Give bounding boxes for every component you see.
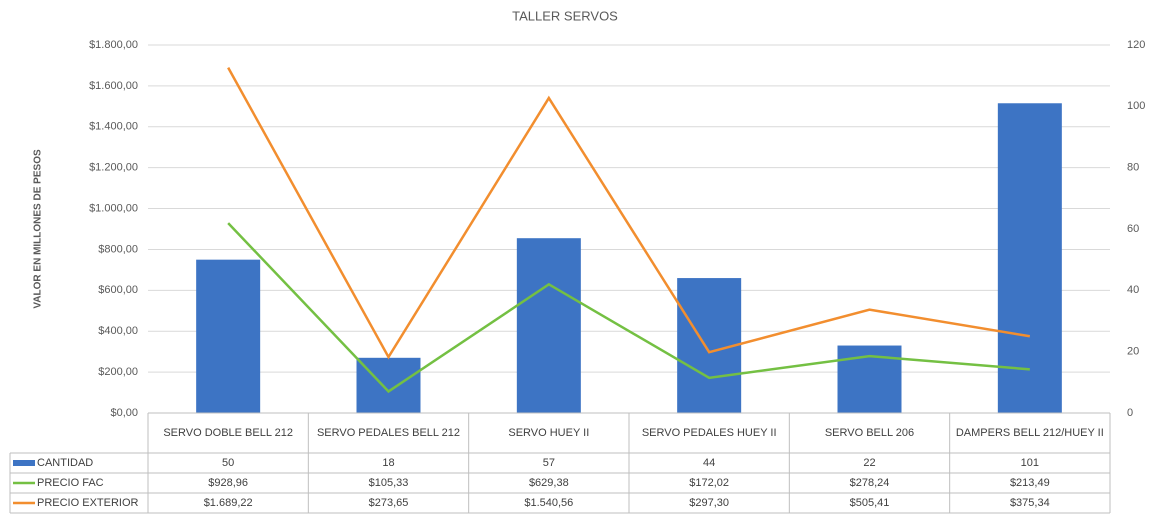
- y-tick-label: $600,00: [98, 284, 138, 296]
- bar: [196, 260, 260, 413]
- category-label: SERVO HUEY II: [469, 413, 629, 453]
- y-tick-label: $400,00: [98, 325, 138, 337]
- y-axis-title: VALOR EN MILLONES DE PESOS: [33, 149, 44, 309]
- y2-tick-label: 80: [1127, 162, 1139, 174]
- y-tick-label: $1.600,00: [89, 80, 138, 92]
- y-tick-label: $800,00: [98, 243, 138, 255]
- y2-tick-label: 20: [1127, 346, 1139, 358]
- table-value: 50: [222, 457, 234, 469]
- y-tick-label: $1.400,00: [89, 121, 138, 133]
- table-value: $172,02: [689, 477, 729, 489]
- legend-label: PRECIO FAC: [37, 477, 104, 489]
- y2-tick-label: 120: [1127, 39, 1145, 51]
- table-value: 57: [543, 457, 555, 469]
- legend-key: [13, 460, 35, 466]
- y-tick-label: $1.200,00: [89, 162, 138, 174]
- category-cell: SERVO PEDALES HUEY II: [629, 413, 789, 453]
- y-tick-label: $1.000,00: [89, 202, 138, 214]
- table-value: $1.540,56: [524, 497, 573, 509]
- category-label: SERVO PEDALES BELL 212: [308, 413, 468, 453]
- table-value: $105,33: [369, 477, 409, 489]
- y2-tick-label: 100: [1127, 100, 1145, 112]
- chart-title: TALLER SERVOS: [512, 8, 618, 23]
- category-cell: SERVO PEDALES BELL 212: [308, 413, 468, 453]
- table-value: $375,34: [1010, 497, 1050, 509]
- y2-tick-label: 0: [1127, 407, 1133, 419]
- table-value: $278,24: [850, 477, 890, 489]
- legend-label: PRECIO EXTERIOR: [37, 497, 139, 509]
- y-tick-label: $200,00: [98, 366, 138, 378]
- page: {"chart_data": {"type": "bar_line_table"…: [0, 0, 1155, 517]
- category-cell: SERVO DOBLE BELL 212: [148, 413, 308, 453]
- legend-label: CANTIDAD: [37, 457, 93, 469]
- table-value: 18: [382, 457, 394, 469]
- category-cell: DAMPERS BELL 212/HUEY II: [950, 413, 1110, 453]
- table-value: $1.689,22: [204, 497, 253, 509]
- y-tick-label: $0,00: [110, 407, 138, 419]
- table-value: 22: [863, 457, 875, 469]
- bar: [357, 358, 421, 413]
- table-value: $629,38: [529, 477, 569, 489]
- chart: TALLER SERVOS VALOR EN MILLONES DE PESOS…: [0, 0, 1155, 517]
- line: [228, 68, 1030, 357]
- table-value: $297,30: [689, 497, 729, 509]
- y-tick-label: $1.800,00: [89, 39, 138, 51]
- table-value: $213,49: [1010, 477, 1050, 489]
- line: [228, 223, 1030, 391]
- category-label: DAMPERS BELL 212/HUEY II: [950, 413, 1110, 453]
- category-label: SERVO BELL 206: [789, 413, 949, 453]
- category-label: SERVO PEDALES HUEY II: [629, 413, 789, 453]
- category-cell: SERVO HUEY II: [469, 413, 629, 453]
- table-value: $505,41: [850, 497, 890, 509]
- bar: [517, 238, 581, 413]
- table-value: 101: [1021, 457, 1039, 469]
- table-value: 44: [703, 457, 715, 469]
- category-cell: SERVO BELL 206: [789, 413, 949, 453]
- table-value: $273,65: [369, 497, 409, 509]
- y2-tick-label: 60: [1127, 223, 1139, 235]
- y2-tick-label: 40: [1127, 284, 1139, 296]
- category-label: SERVO DOBLE BELL 212: [148, 413, 308, 453]
- table-value: $928,96: [208, 477, 248, 489]
